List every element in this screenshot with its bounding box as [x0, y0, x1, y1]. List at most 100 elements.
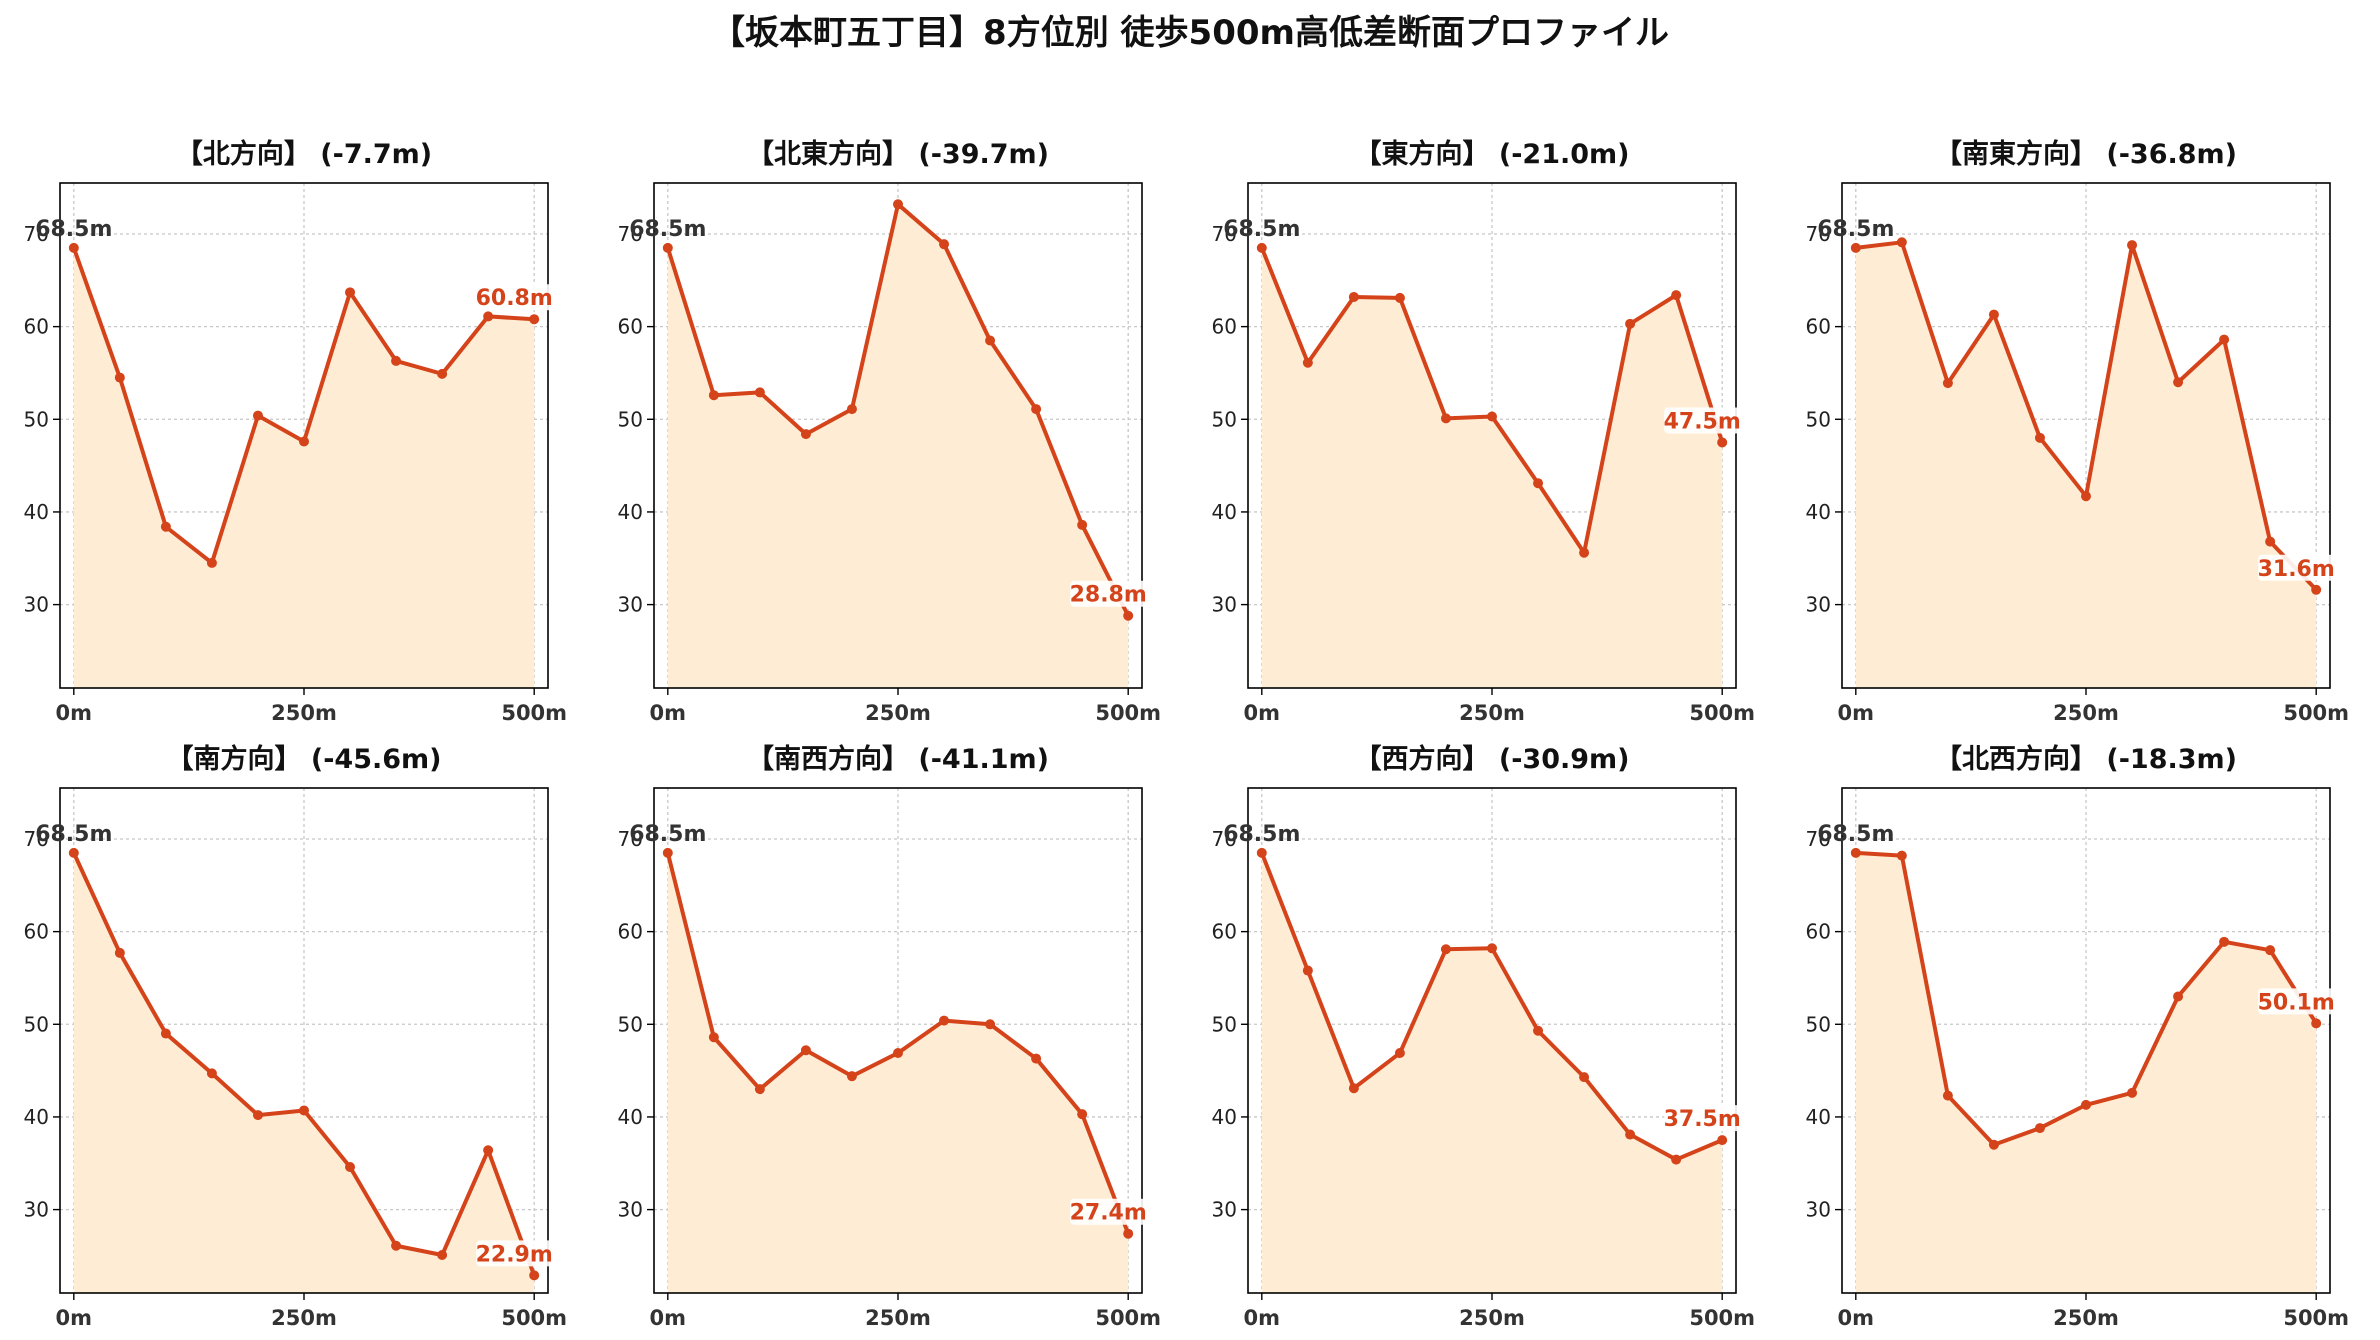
- y-tick-label: 30: [1212, 1198, 1237, 1222]
- elevation-point: [345, 287, 356, 298]
- y-tick-label: 30: [618, 593, 643, 617]
- x-tick-label: 500m: [1095, 1306, 1161, 1330]
- elevation-point: [252, 1110, 263, 1121]
- end-label-box: [476, 284, 553, 311]
- elevation-point: [708, 1032, 719, 1043]
- elevation-point: [1348, 291, 1359, 302]
- y-tick-label: 50: [1806, 407, 1831, 431]
- end-label-box: [2258, 988, 2335, 1015]
- elevation-point: [68, 242, 79, 253]
- profile-panel: 【北東方向】 (-39.7m) 0m 250m 500m 30 40 50 60 7068.5m…: [618, 138, 1162, 725]
- x-tick-label: 250m: [271, 701, 337, 725]
- elevation-point: [252, 410, 263, 421]
- elevation-point: [1077, 1109, 1088, 1120]
- end-elevation-label: 47.5m: [1664, 409, 1741, 434]
- y-tick-label: 50: [618, 1012, 643, 1036]
- elevation-point: [345, 1161, 356, 1172]
- y-tick-label: 40: [618, 1105, 643, 1129]
- elevation-point: [1579, 1072, 1590, 1083]
- panel-title: 【北方向】 (-7.7m): [176, 138, 432, 170]
- elevation-point: [2034, 432, 2045, 443]
- start-elevation-label: 68.5m: [629, 822, 706, 847]
- y-tick-label: 70: [1806, 827, 1831, 851]
- y-tick-label: 60: [618, 920, 643, 944]
- elevation-point: [483, 311, 494, 322]
- elevation-point: [985, 335, 996, 346]
- elevation-point: [1579, 547, 1590, 558]
- elevation-point: [1533, 1025, 1544, 1036]
- y-tick-label: 30: [618, 1198, 643, 1222]
- x-tick-label: 500m: [1095, 701, 1161, 725]
- elevation-point: [1487, 943, 1497, 954]
- elevation-point: [2219, 334, 2230, 345]
- end-label-box: [1664, 407, 1741, 434]
- end-elevation-label: 22.9m: [476, 1242, 553, 1267]
- elevation-point: [2311, 1018, 2322, 1029]
- elevation-point: [1942, 378, 1953, 389]
- profile-panel: 【北西方向】 (-18.3m) 0m 250m 500m 30 40 50 60 7068.5m…: [1806, 743, 2350, 1330]
- end-label-box: [2258, 554, 2335, 581]
- y-tick-label: 30: [1212, 593, 1237, 617]
- elevation-point: [662, 847, 673, 858]
- y-tick-label: 70: [1212, 827, 1237, 851]
- elevation-point: [529, 1270, 540, 1281]
- elevation-area: [1855, 242, 2317, 689]
- elevation-point: [1394, 292, 1405, 303]
- elevation-point: [754, 387, 765, 398]
- x-tick-label: 0m: [56, 1306, 93, 1330]
- elevation-point: [68, 847, 79, 858]
- x-tick-label: 0m: [56, 701, 93, 725]
- x-tick-label: 500m: [2283, 701, 2349, 725]
- elevation-point: [529, 314, 540, 325]
- elevation-area: [1855, 852, 2317, 1293]
- elevation-point: [1302, 357, 1313, 368]
- elevation-area: [667, 852, 1129, 1293]
- elevation-point: [160, 521, 171, 532]
- x-tick-label: 250m: [865, 1306, 931, 1330]
- end-elevation-label: 28.8m: [1070, 583, 1147, 608]
- y-tick-label: 70: [24, 222, 49, 246]
- end-label-box: [476, 1240, 553, 1267]
- elevation-point: [206, 557, 217, 568]
- elevation-point: [1440, 413, 1451, 424]
- elevation-area: [667, 204, 1129, 688]
- start-elevation-label: 68.5m: [1817, 822, 1894, 847]
- y-tick-label: 60: [24, 920, 49, 944]
- panel-title: 【南東方向】 (-36.8m): [1935, 138, 2237, 170]
- elevation-point: [893, 199, 903, 210]
- start-elevation-label: 68.5m: [1223, 217, 1300, 242]
- elevation-area: [73, 247, 535, 689]
- elevation-point: [1394, 1048, 1405, 1059]
- elevation-point: [846, 1071, 857, 1082]
- y-tick-label: 60: [618, 315, 643, 339]
- elevation-point: [1850, 847, 1861, 858]
- panel-title: 【北東方向】 (-39.7m): [747, 138, 1049, 170]
- x-tick-label: 0m: [650, 701, 687, 725]
- y-tick-label: 40: [24, 500, 49, 524]
- elevation-point: [114, 372, 125, 383]
- elevation-point: [893, 1048, 903, 1059]
- y-tick-label: 60: [1212, 315, 1237, 339]
- y-tick-label: 60: [1212, 920, 1237, 944]
- end-elevation-label: 31.6m: [2258, 557, 2335, 582]
- end-elevation-label: 37.5m: [1664, 1107, 1741, 1132]
- start-elevation-label: 68.5m: [1223, 822, 1300, 847]
- x-tick-label: 0m: [1838, 1306, 1875, 1330]
- x-tick-label: 0m: [1838, 701, 1875, 725]
- y-tick-label: 70: [618, 222, 643, 246]
- y-tick-label: 50: [618, 407, 643, 431]
- y-tick-label: 60: [1806, 920, 1831, 944]
- elevation-point: [800, 1045, 811, 1056]
- elevation-point: [2311, 584, 2322, 595]
- profile-panel: 【南西方向】 (-41.1m) 0m 250m 500m 30 40 50 60 7068.5m…: [618, 743, 1162, 1330]
- elevation-point: [1031, 1053, 1042, 1064]
- x-tick-label: 0m: [1244, 701, 1281, 725]
- elevation-point: [2127, 240, 2138, 251]
- y-tick-label: 40: [1212, 500, 1237, 524]
- elevation-point: [1625, 318, 1636, 329]
- elevation-point: [1671, 290, 1682, 301]
- x-tick-label: 250m: [865, 701, 931, 725]
- elevation-point: [483, 1145, 494, 1156]
- start-elevation-label: 68.5m: [1817, 217, 1894, 242]
